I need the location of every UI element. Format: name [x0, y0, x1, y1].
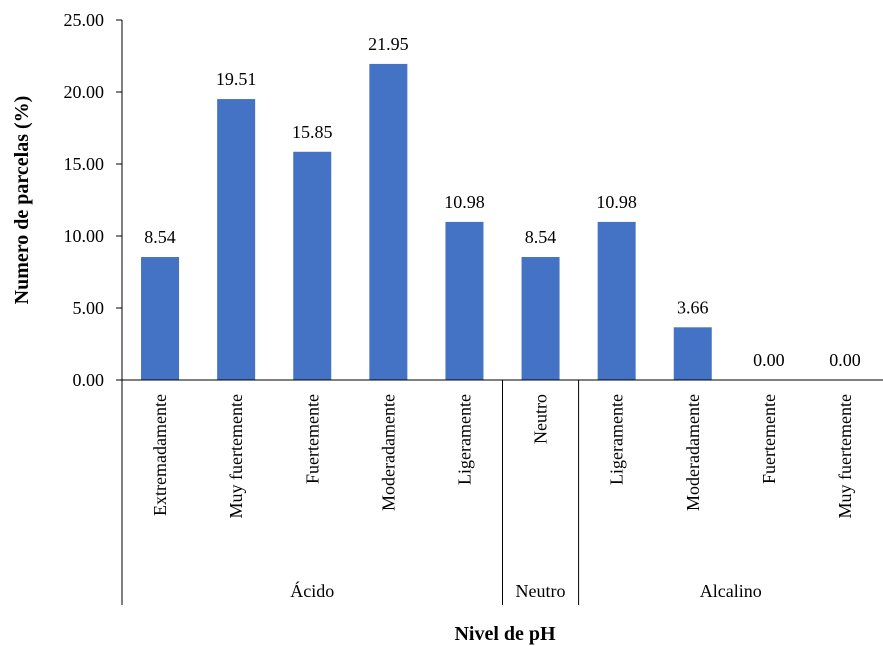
x-category-label: Ligeramente: [607, 394, 627, 485]
bar: [521, 257, 560, 380]
data-label: 15.85: [292, 122, 333, 142]
bar: [293, 151, 332, 380]
bar: [141, 257, 180, 380]
x-category-label: Extremadamente: [150, 394, 170, 516]
y-axis: 0.00 5.00 10.00 15.00 20.00 25.00: [64, 10, 123, 390]
data-label: 10.98: [444, 192, 485, 212]
y-tick-label: 15.00: [64, 154, 105, 174]
x-axis-title: Nivel de pH: [454, 623, 556, 645]
x-category-label: Fuertemente: [759, 394, 779, 484]
data-label: 3.66: [677, 297, 709, 317]
data-label: 21.95: [368, 34, 409, 54]
bar: [597, 221, 636, 380]
data-label: 0.00: [829, 350, 861, 370]
y-tick-label: 20.00: [64, 82, 105, 102]
x-group-label: Ácido: [290, 580, 334, 601]
x-category-label: Ligeramente: [454, 394, 474, 485]
data-label: 8.54: [144, 227, 176, 247]
x-category-label: Moderadamente: [378, 394, 398, 511]
bars: [141, 63, 712, 381]
data-label: 19.51: [216, 69, 257, 89]
x-axis: Extremadamente Muy fuertemente Fuertemente…: [121, 379, 883, 605]
bar: [369, 63, 408, 381]
y-axis-title: Numero de parcelas (%): [11, 96, 33, 305]
x-category-label: Neutro: [531, 394, 551, 444]
y-tick-label: 5.00: [73, 298, 105, 318]
data-label: 10.98: [596, 192, 637, 212]
data-labels: 8.54 19.51 15.85 21.95 10.98 8.54 10.98 3.66 0.0…: [144, 34, 860, 370]
bar: [445, 221, 484, 380]
x-group-label: Neutro: [516, 581, 566, 601]
y-tick-label: 0.00: [73, 370, 105, 390]
x-group-label: Alcalino: [700, 581, 762, 601]
data-label: 8.54: [525, 227, 557, 247]
x-category-label: Muy fuertemente: [226, 394, 246, 518]
x-category-label: Muy fuertemente: [835, 394, 855, 518]
y-tick-label: 10.00: [64, 226, 105, 246]
bar: [217, 99, 256, 380]
y-tick-label: 25.00: [64, 10, 105, 30]
data-label: 0.00: [753, 350, 785, 370]
x-category-label: Fuertemente: [302, 394, 322, 484]
x-category-label: Moderadamente: [683, 394, 703, 511]
bar: [673, 327, 712, 380]
